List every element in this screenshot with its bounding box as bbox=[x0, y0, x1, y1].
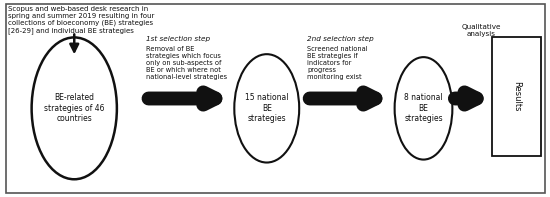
Text: Results: Results bbox=[512, 81, 521, 112]
Text: 8 national
BE
strategies: 8 national BE strategies bbox=[404, 93, 443, 123]
Text: Qualitative
analysis: Qualitative analysis bbox=[461, 24, 501, 37]
Ellipse shape bbox=[32, 37, 117, 179]
Ellipse shape bbox=[234, 54, 299, 163]
Text: 15 national
BE
strategies: 15 national BE strategies bbox=[245, 93, 289, 123]
Text: Removal of BE
strategies which focus
only on sub-aspects of
BE or which where no: Removal of BE strategies which focus onl… bbox=[146, 46, 227, 80]
Text: 2nd selection step: 2nd selection step bbox=[307, 35, 373, 42]
Ellipse shape bbox=[395, 57, 452, 160]
FancyBboxPatch shape bbox=[6, 4, 544, 193]
Text: Scopus and web-based desk research in
spring and summer 2019 resulting in four
c: Scopus and web-based desk research in sp… bbox=[8, 6, 155, 34]
Text: BE-related
strategies of 46
countries: BE-related strategies of 46 countries bbox=[44, 93, 104, 123]
Text: 1st selection step: 1st selection step bbox=[146, 35, 210, 42]
Text: Screened national
BE strategies if
indicators for
progress
monitoring exist: Screened national BE strategies if indic… bbox=[307, 46, 367, 80]
FancyBboxPatch shape bbox=[492, 37, 541, 156]
